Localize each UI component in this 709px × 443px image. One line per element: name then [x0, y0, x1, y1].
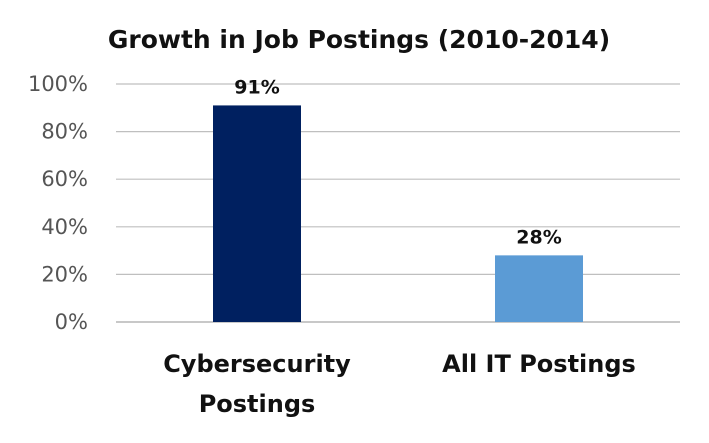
y-axis-ticks: 0% 20% 40% 60% 80% 100% [28, 72, 88, 334]
category-label: Postings [199, 390, 316, 418]
data-labels: 91% 28% [234, 76, 561, 248]
y-tick-label: 40% [41, 215, 88, 239]
gridlines [116, 83, 680, 323]
data-label: 28% [516, 226, 561, 248]
data-label: 91% [234, 76, 279, 98]
y-tick-label: 0% [55, 310, 88, 334]
chart-title: Growth in Job Postings (2010-2014) [108, 25, 610, 54]
bars [213, 105, 583, 322]
category-label: Cybersecurity [163, 350, 351, 378]
y-tick-label: 20% [41, 262, 88, 286]
category-label: All IT Postings [442, 350, 636, 378]
y-tick-label: 80% [41, 120, 88, 144]
bar [213, 105, 301, 322]
bar [495, 255, 583, 322]
y-tick-label: 60% [41, 167, 88, 191]
y-tick-label: 100% [28, 72, 88, 96]
x-axis-categories: Cybersecurity Postings All IT Postings [163, 350, 636, 418]
